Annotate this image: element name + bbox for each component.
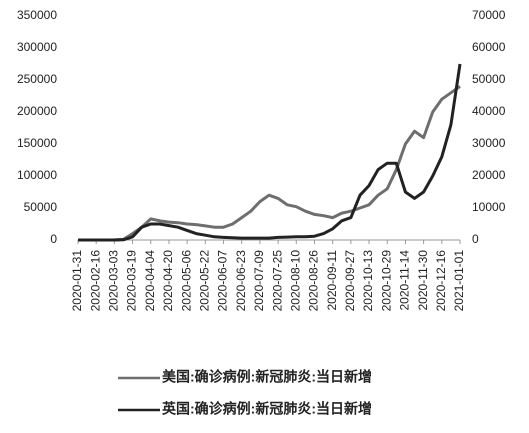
x-tick-label: 2020-08-10 bbox=[288, 250, 302, 312]
y-tick-label: 350000 bbox=[17, 8, 57, 22]
x-tick-label: 2020-09-11 bbox=[325, 250, 339, 311]
line-series bbox=[78, 85, 461, 242]
x-tick-label: 2020-11-14 bbox=[398, 250, 412, 311]
x-tick-label: 2020-11-30 bbox=[416, 250, 430, 311]
y-tick-label: 250000 bbox=[17, 72, 57, 86]
x-tick-label: 2020-12-16 bbox=[434, 250, 448, 312]
legend-label: 美国:确诊病例:新冠肺炎:当日新增 bbox=[162, 369, 372, 385]
y2-tick-label: 40000 bbox=[472, 104, 506, 118]
y2-tick-label: 0 bbox=[472, 232, 479, 246]
x-tick-label: 2020-06-07 bbox=[216, 250, 230, 312]
x-tick-label: 2020-03-03 bbox=[107, 250, 121, 312]
y2-tick-label: 10000 bbox=[472, 200, 506, 214]
x-tick-label: 2020-07-09 bbox=[252, 250, 266, 312]
y-tick-label: 100000 bbox=[17, 168, 57, 182]
x-tick-label: 2021-01-01 bbox=[452, 250, 466, 312]
x-tick-label: 2020-08-26 bbox=[307, 250, 321, 312]
x-tick-label: 2020-09-27 bbox=[343, 250, 357, 312]
y-tick-label: 300000 bbox=[17, 40, 57, 54]
y2-tick-label: 50000 bbox=[472, 72, 506, 86]
x-tick-label: 2020-05-22 bbox=[198, 250, 212, 312]
y-tick-label: 50000 bbox=[24, 200, 58, 214]
x-tick-label: 2020-07-25 bbox=[270, 250, 284, 312]
x-tick-label: 2020-10-13 bbox=[361, 250, 375, 312]
x-tick-label: 2020-03-19 bbox=[125, 250, 139, 312]
y2-tick-label: 30000 bbox=[472, 136, 506, 150]
y-tick-label: 150000 bbox=[17, 136, 57, 150]
y2-tick-label: 20000 bbox=[472, 168, 506, 182]
x-tick-label: 2020-06-23 bbox=[234, 250, 248, 312]
legend-label: 英国:确诊病例:新冠肺炎:当日新增 bbox=[161, 401, 372, 417]
y2-tick-label: 70000 bbox=[472, 8, 506, 22]
x-tick-label: 2020-02-16 bbox=[88, 250, 102, 312]
x-tick-label: 2020-04-20 bbox=[161, 250, 175, 312]
x-tick-label: 2020-10-29 bbox=[379, 250, 393, 312]
y-tick-label: 200000 bbox=[17, 104, 57, 118]
y-tick-label: 0 bbox=[50, 232, 57, 246]
x-tick-label: 2020-01-31 bbox=[70, 250, 84, 312]
line-series bbox=[78, 63, 462, 242]
x-tick-label: 2020-04-04 bbox=[143, 250, 157, 312]
x-tick-label: 2020-05-06 bbox=[179, 250, 193, 312]
y2-tick-label: 60000 bbox=[472, 40, 506, 54]
